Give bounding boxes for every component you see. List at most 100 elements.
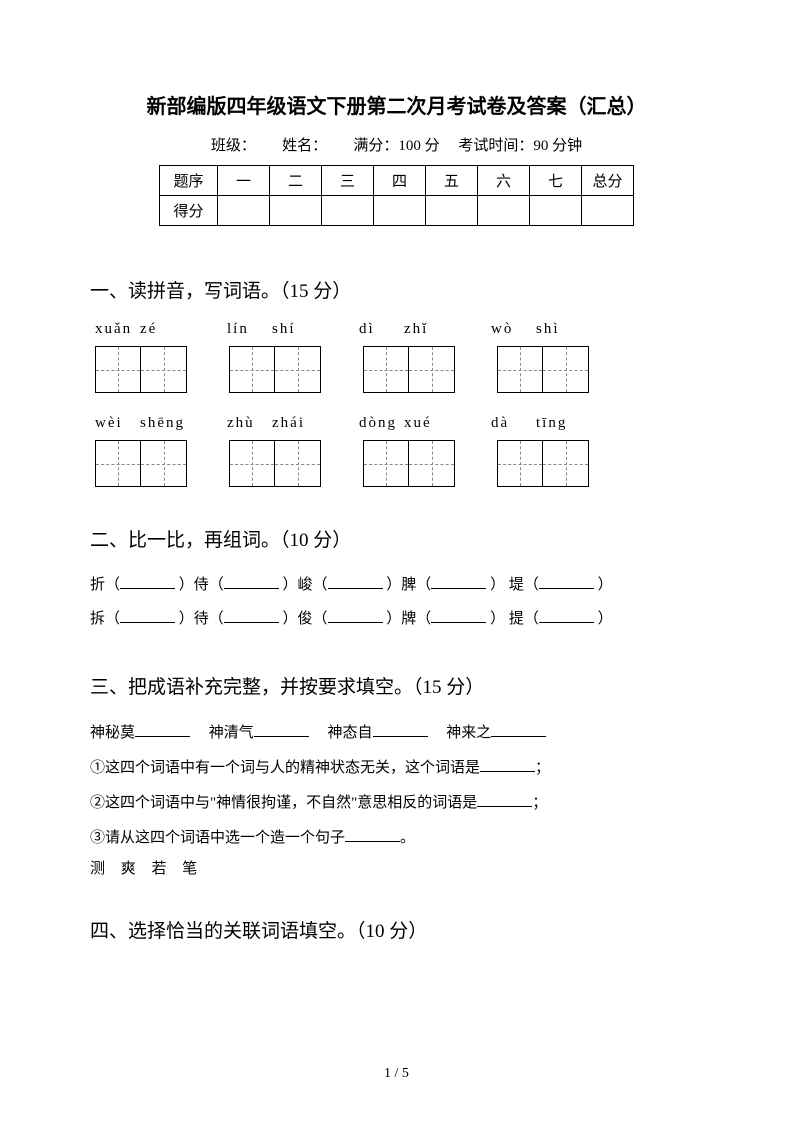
char-prompt: 折（ (90, 577, 120, 593)
score-label-cell: 得分 (160, 196, 218, 226)
punct: ； (535, 760, 550, 776)
score-cell[interactable] (582, 196, 634, 226)
score-cell[interactable] (374, 196, 426, 226)
header-cell: 二 (270, 166, 322, 196)
pinyin-group: zhùzhái (227, 415, 317, 432)
section4-heading: 四、选择恰当的关联词语填空。（10 分） (90, 916, 703, 943)
header-cell: 三 (322, 166, 374, 196)
fullscore-value: 100 分 (398, 138, 439, 154)
char-suffix: ） (598, 577, 613, 593)
pinyin: zhǐ (404, 321, 449, 338)
pinyin: xuǎn (95, 321, 140, 338)
char-boxes-row (95, 440, 703, 487)
score-cell[interactable] (530, 196, 582, 226)
pinyin: dòng (359, 415, 404, 432)
time-label: 考试时间： (458, 138, 533, 154)
char-box-pair[interactable] (229, 346, 321, 393)
pinyin: dì (359, 321, 404, 338)
punct: 。 (400, 830, 415, 846)
pinyin-group: dòngxué (359, 415, 449, 432)
pinyin-group: dàtīng (491, 415, 581, 432)
blank[interactable] (431, 607, 486, 623)
pinyin-group: wèishēng (95, 415, 185, 432)
question-line: ③请从这四个词语中选一个造一个句子 。 (90, 822, 703, 855)
header-cell: 总分 (582, 166, 634, 196)
pinyin: wò (491, 321, 536, 338)
compare-line: 拆（ ）待（ ）俊（ ）牌（ ） 提（ ） (90, 604, 703, 634)
class-label[interactable]: 班级： (211, 138, 256, 154)
char-box-pair[interactable] (229, 440, 321, 487)
score-cell[interactable] (218, 196, 270, 226)
pinyin: zhù (227, 415, 272, 432)
char-box-pair[interactable] (497, 346, 589, 393)
char-box-pair[interactable] (363, 440, 455, 487)
pinyin-group: dìzhǐ (359, 321, 449, 338)
char-prompt: ）脾（ (386, 577, 431, 593)
idiom-stem: 神清气 (209, 725, 254, 741)
blank[interactable] (373, 721, 428, 737)
char-prompt: 拆（ (90, 611, 120, 627)
blank[interactable] (480, 756, 535, 772)
char-prompt: ）牌（ (386, 611, 431, 627)
compare-line: 折（ ）侍（ ）峻（ ）脾（ ） 堤（ ） (90, 570, 703, 600)
blank[interactable] (328, 573, 383, 589)
pinyin: shì (536, 321, 581, 338)
question-text: ②这四个词语中与"神情很拘谨，不自然"意思相反的词语是 (90, 795, 477, 811)
pinyin-row: wèishēng zhùzhái dòngxué dàtīng (95, 415, 703, 432)
score-cell[interactable] (478, 196, 530, 226)
header-cell: 一 (218, 166, 270, 196)
blank[interactable] (224, 573, 279, 589)
blank[interactable] (254, 721, 309, 737)
pinyin: xué (404, 415, 449, 432)
score-cell[interactable] (426, 196, 478, 226)
pinyin: wèi (95, 415, 140, 432)
char-prompt: ）峻（ (283, 577, 328, 593)
pinyin: dà (491, 415, 536, 432)
table-row: 题序 一 二 三 四 五 六 七 总分 (160, 166, 634, 196)
pinyin-group: línshí (227, 321, 317, 338)
char-box-pair[interactable] (363, 346, 455, 393)
blank[interactable] (345, 826, 400, 842)
blank[interactable] (120, 573, 175, 589)
punct: ； (532, 795, 547, 811)
name-label[interactable]: 姓名： (282, 138, 327, 154)
char-prompt: ）待（ (179, 611, 224, 627)
score-cell[interactable] (322, 196, 374, 226)
char-suffix: ） (598, 611, 613, 627)
pinyin: shēng (140, 415, 185, 432)
question-text: ①这四个词语中有一个词与人的精神状态无关，这个词语是 (90, 760, 480, 776)
char-prompt: ） 堤（ (490, 577, 539, 593)
section2-heading: 二、比一比，再组词。（10 分） (90, 525, 703, 552)
blank[interactable] (328, 607, 383, 623)
blank[interactable] (539, 573, 594, 589)
pinyin-row: xuǎnzé línshí dìzhǐ wòshì (95, 321, 703, 338)
idiom-line: 神秘莫 神清气 神态自 神来之 (90, 717, 703, 750)
page-number: 1 / 5 (0, 1066, 793, 1082)
char-box-pair[interactable] (95, 440, 187, 487)
blank[interactable] (224, 607, 279, 623)
char-boxes-row (95, 346, 703, 393)
header-cell: 六 (478, 166, 530, 196)
blank[interactable] (491, 721, 546, 737)
blank[interactable] (539, 607, 594, 623)
fullscore-label: 满分： (353, 138, 398, 154)
pinyin: lín (227, 321, 272, 338)
blank[interactable] (431, 573, 486, 589)
header-cell: 四 (374, 166, 426, 196)
char-box-pair[interactable] (497, 440, 589, 487)
char-box-pair[interactable] (95, 346, 187, 393)
blank[interactable] (120, 607, 175, 623)
question-text: ③请从这四个词语中选一个造一个句子 (90, 830, 345, 846)
char-prompt: ） 提（ (490, 611, 539, 627)
header-cell: 七 (530, 166, 582, 196)
blank[interactable] (135, 721, 190, 737)
pinyin: zhái (272, 415, 317, 432)
score-cell[interactable] (270, 196, 322, 226)
idiom-stem: 神秘莫 (90, 725, 135, 741)
idiom-stem: 神来之 (446, 725, 491, 741)
blank[interactable] (477, 791, 532, 807)
char-prompt: ）侍（ (179, 577, 224, 593)
question-line: ②这四个词语中与"神情很拘谨，不自然"意思相反的词语是 ； (90, 787, 703, 820)
score-table: 题序 一 二 三 四 五 六 七 总分 得分 (159, 165, 634, 226)
section3-heading: 三、把成语补充完整，并按要求填空。（15 分） (90, 672, 703, 699)
